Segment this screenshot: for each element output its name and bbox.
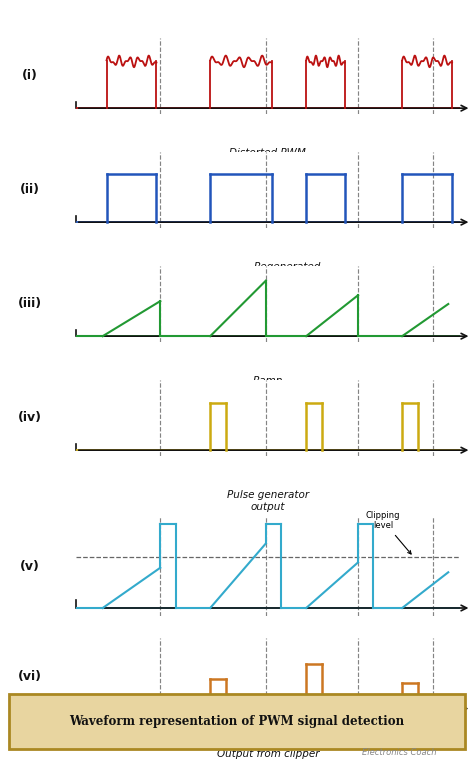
Text: Ramp: Ramp <box>253 376 283 386</box>
Text: (iv): (iv) <box>18 411 42 425</box>
Text: Waveform representation of PWM signal detection: Waveform representation of PWM signal de… <box>69 714 405 728</box>
Text: Regenerated
PWM signal: Regenerated PWM signal <box>253 262 321 283</box>
Text: (ii): (ii) <box>20 183 40 197</box>
Text: Output from clipper
(PAM signal): Output from clipper (PAM signal) <box>217 749 319 760</box>
Text: Clipping
level: Clipping level <box>366 511 411 554</box>
Text: Distorted PWM
signal: Distorted PWM signal <box>229 148 306 169</box>
Text: (vi): (vi) <box>18 670 42 683</box>
Text: Electronics Coach: Electronics Coach <box>362 748 436 757</box>
Text: (i): (i) <box>22 69 38 83</box>
Text: Summation signal: Summation signal <box>213 650 307 660</box>
FancyBboxPatch shape <box>9 694 465 749</box>
Text: (iii): (iii) <box>18 297 42 311</box>
Text: (v): (v) <box>20 559 40 573</box>
Text: Pulse generator
output: Pulse generator output <box>227 490 309 511</box>
